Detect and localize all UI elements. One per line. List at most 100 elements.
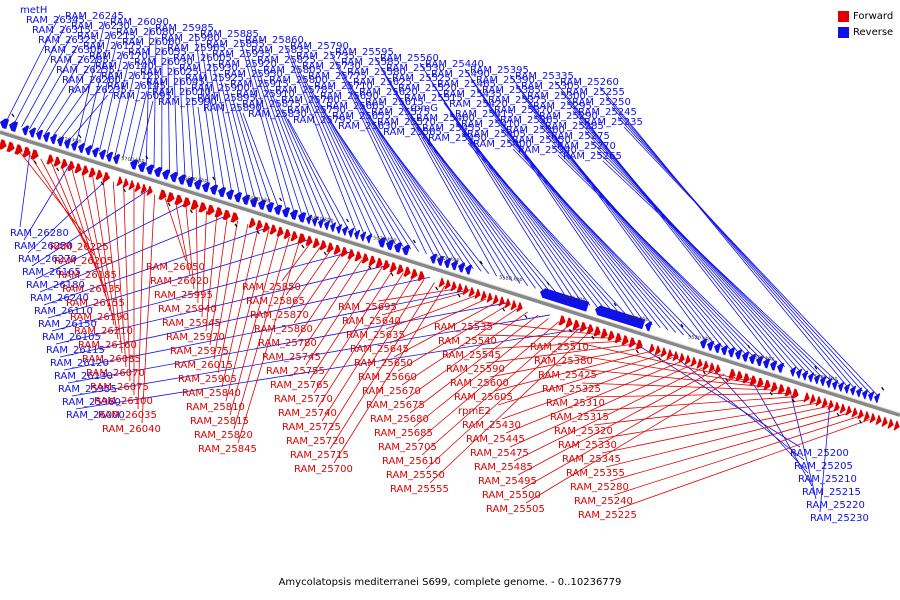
leader-line (449, 112, 606, 311)
reverse-gene-label: RAM_26010 (152, 87, 211, 98)
reverse-gene-label: RAM_26260 (62, 75, 121, 86)
kbp-tick-label: 5600 kbp (436, 255, 460, 263)
reverse-gene-label: RAM_26235 (68, 85, 127, 96)
forward-gene-label: RAM_25425 (538, 370, 597, 381)
forward-gene-arrow (881, 416, 888, 427)
forward-gene-label: RAM_25535 (434, 322, 493, 333)
forward-gene-arrow (579, 321, 587, 333)
forward-gene-label: RAM_25280 (570, 482, 629, 493)
forward-gene-arrow (666, 349, 673, 360)
track-tick (792, 398, 795, 403)
track-tick (881, 386, 885, 391)
leader-line (23, 163, 71, 241)
leader-line (329, 282, 435, 450)
leader-line (167, 56, 170, 174)
forward-gene-label: RAM_26040 (102, 424, 161, 435)
track-tick (412, 239, 416, 244)
reverse-gene-label: RAM_26145 (107, 81, 166, 92)
reverse-gene-label: RAM_25790 (290, 41, 349, 52)
forward-gene-arrow (586, 324, 594, 335)
leader-line (106, 60, 130, 154)
reverse-gene-label: RAM_25295 (533, 101, 592, 112)
track-tick (658, 356, 662, 361)
forward-gene-label: RAM_25770 (274, 394, 333, 405)
reverse-gene-label: RAM_25520 (398, 83, 457, 94)
leader-line (461, 132, 622, 316)
reverse-gene-arrow (631, 316, 639, 327)
forward-gene-label: RAM_25345 (562, 454, 621, 465)
track-tick (858, 419, 862, 424)
leader-line (321, 275, 415, 422)
reverse-gene-arrow (714, 342, 722, 354)
leader-line (287, 118, 350, 230)
leader-line (185, 204, 195, 290)
leader-line (293, 253, 342, 324)
legend-reverse-label: Reverse (853, 26, 894, 38)
forward-gene-label: RAM_25225 (578, 510, 637, 521)
forward-gene-arrow (140, 183, 147, 194)
leader-line (137, 100, 154, 164)
reverse-gene-label: RAM_25350 (512, 135, 571, 146)
forward-gene-label: RAM_25430 (462, 420, 521, 431)
reverse-gene-arrow (282, 207, 291, 218)
forward-gene-label: RAM_26225 (50, 242, 109, 253)
forward-gene-arrow (572, 319, 580, 330)
reverse-gene-arrow (130, 159, 139, 170)
track-tick (123, 188, 126, 193)
reverse-gene-arrow (540, 288, 590, 312)
leader-line (509, 363, 694, 448)
reverse-gene-arrow (113, 153, 121, 165)
forward-gene-label: RAM_25695 (338, 302, 397, 313)
track-tick (680, 323, 684, 328)
forward-gene-label: RAM_25555 (390, 484, 449, 495)
reverse-gene-label: RAM_25490 (431, 69, 490, 80)
leader-line (63, 289, 471, 371)
leader-line (21, 34, 73, 127)
forward-gene-arrow (684, 354, 691, 365)
leader-line (623, 126, 879, 397)
reverse-gene-label: RAM_25855 (206, 39, 265, 50)
reverse-gene-arrow (465, 264, 473, 275)
reverse-gene-arrow (360, 231, 367, 242)
reverse-gene-label: RAM_25460 (416, 113, 475, 124)
forward-gene-arrow (857, 409, 864, 420)
forward-gene-label: RAM_25880 (254, 324, 313, 335)
leader-line (539, 124, 747, 355)
reverse-gene-arrow (850, 385, 857, 396)
forward-gene-arrow (375, 257, 383, 268)
forward-gene-arrow (190, 199, 199, 211)
reverse-gene-label: RAM_26140 (95, 61, 154, 72)
forward-gene-label: RAM_25820 (194, 430, 253, 441)
forward-gene-arrow (340, 246, 348, 257)
forward-gene-arrow (635, 339, 643, 350)
track-tick (56, 167, 60, 172)
forward-gene-arrow (462, 285, 469, 295)
forward-gene-label: RAM_25865 (246, 296, 305, 307)
leader-line (194, 32, 217, 189)
reverse-gene-label: RAM_25245 (578, 107, 637, 118)
track-tick (100, 181, 104, 186)
forward-gene-arrow (0, 139, 7, 150)
reverse-gene-arrow (856, 387, 863, 398)
leader-line (353, 90, 459, 265)
leader-line (51, 251, 351, 332)
forward-gene-arrow (614, 332, 622, 344)
leader-line (569, 340, 746, 381)
reverse-gene-arrow (444, 258, 452, 269)
leader-line (609, 412, 850, 482)
reverse-gene-arrow (777, 362, 785, 373)
track-tick (569, 328, 572, 333)
forward-gene-label: RAM_25600 (450, 378, 509, 389)
track-tick (11, 113, 15, 118)
leader-line (197, 106, 209, 186)
forward-gene-arrow (474, 288, 481, 299)
leader-line (380, 66, 505, 279)
forward-gene-arrow (14, 144, 23, 155)
reverse-gene-label: RAM_25410 (461, 119, 520, 130)
leader-line (512, 148, 700, 341)
forward-gene-arrow (803, 392, 810, 403)
reverse-gene-arrow (210, 184, 219, 195)
forward-gene-arrow (255, 220, 263, 231)
forward-gene-label: RAM_25635 (346, 330, 405, 341)
leader-line (233, 236, 290, 430)
